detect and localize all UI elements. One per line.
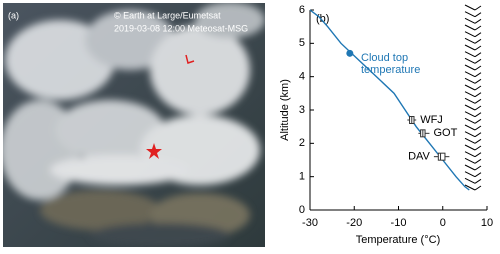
wind-barb [464,51,482,58]
wind-barb [464,131,482,138]
wind-barb [464,164,482,171]
x-tick-label: -10 [391,217,407,229]
wind-barb [464,24,482,31]
wind-barb [464,71,482,78]
wind-barb [464,184,482,191]
wind-barb [464,157,482,164]
wind-barb [464,57,482,64]
wind-barb [464,117,482,124]
star-marker [146,143,162,159]
wind-barb [464,31,482,38]
panel-label: (a) [8,10,19,20]
x-tick-label: -20 [346,217,362,229]
credit: © Earth at Large/Eumetsat [114,10,221,20]
y-tick-label: 0 [299,204,305,216]
x-tick-label: -30 [302,217,318,229]
wind-barb [464,124,482,131]
wind-barb [464,4,482,11]
wind-barb [464,171,482,178]
x-axis-label: Temperature (°C) [356,234,440,246]
wind-barb [464,104,482,111]
timestamp: 2019-03-08 12:00 Meteosat-MSG [114,23,248,33]
cloud-top-point [346,49,354,57]
wind-barb [464,84,482,91]
wind-barb [464,37,482,44]
wind-barb [464,111,482,118]
y-tick-label: 6 [299,4,305,16]
wind-barb [464,137,482,144]
wind-barb [464,151,482,158]
y-tick-label: 1 [299,171,305,183]
panel-label: (b) [316,13,329,25]
wind-barb [464,17,482,24]
wind-barb [464,177,482,184]
wind-barb [464,91,482,98]
wind-barb [464,11,482,18]
box [437,152,446,161]
marker-l [185,54,195,64]
x-tick-label: 10 [481,217,493,229]
temperature-profile [309,9,470,191]
y-axis-label: Altitude (km) [279,79,291,141]
satellite-image: (a) © Earth at Large/Eumetsat 2019-03-08… [3,3,265,247]
cloud-top-label: Cloud top temperature [361,52,421,76]
x-tick-label: 0 [440,217,446,229]
y-tick-label: 2 [299,137,305,149]
y-tick-label: 5 [299,37,305,49]
station-label: DAV [408,151,430,163]
y-tick-label: 3 [299,104,305,116]
wind-barb [464,77,482,84]
wind-barb [464,44,482,51]
wind-barb [464,144,482,151]
station-label: WFJ [420,114,443,126]
station-label: GOT [433,127,457,139]
wind-barb [464,97,482,104]
y-tick-label: 4 [299,71,305,83]
wind-barb [464,64,482,71]
